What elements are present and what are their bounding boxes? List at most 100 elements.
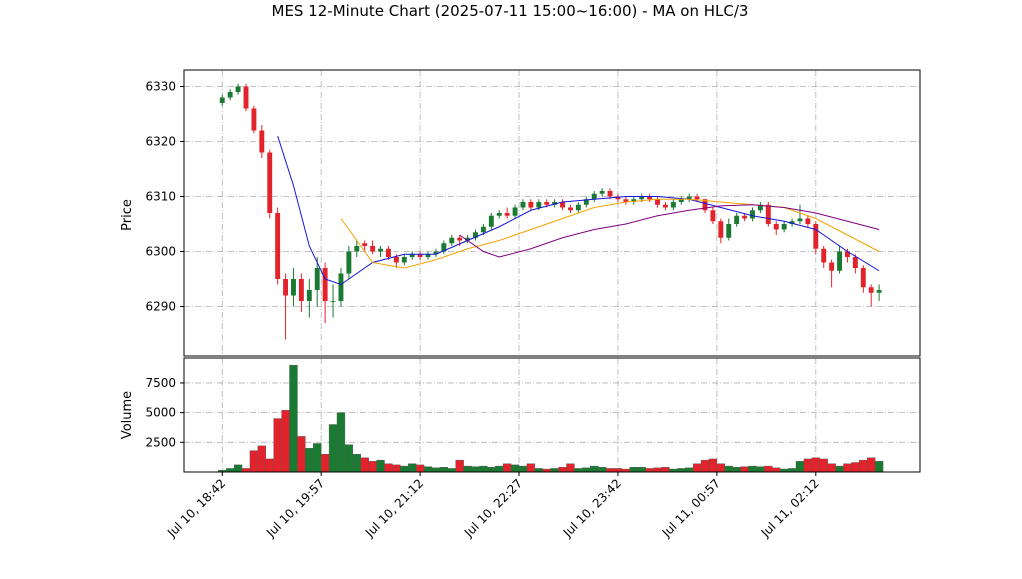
- candle-body: [275, 213, 281, 279]
- candle-body: [267, 152, 273, 213]
- candle-body: [504, 213, 510, 216]
- candle-body: [306, 290, 312, 301]
- volume-bar: [732, 467, 741, 473]
- candle-body: [425, 254, 431, 257]
- volume-bar: [281, 410, 290, 473]
- volume-bar: [874, 461, 884, 473]
- candle-body: [465, 237, 471, 241]
- candle-body: [726, 224, 732, 238]
- volume-bar: [597, 467, 607, 473]
- candle-body: [789, 221, 795, 224]
- candle-body: [662, 204, 668, 208]
- candle-body: [845, 251, 850, 257]
- x-tick-label: Jul 11, 00:57: [659, 476, 723, 540]
- volume-bar: [534, 468, 543, 473]
- candle-body: [694, 196, 700, 200]
- volume-bar: [265, 458, 274, 473]
- volume-bar: [708, 458, 718, 473]
- volume-bar: [590, 465, 599, 473]
- candle-body: [362, 243, 368, 246]
- volume-bar: [843, 463, 852, 473]
- volume-bar: [495, 465, 504, 473]
- volume-bar: [289, 364, 298, 473]
- candle-body: [821, 248, 827, 263]
- candle-body: [797, 218, 803, 222]
- volume-bar: [827, 463, 836, 473]
- volume-bar: [249, 450, 259, 473]
- candle-body: [409, 254, 415, 257]
- volume-bar: [566, 463, 575, 473]
- candle-body: [639, 196, 645, 200]
- volume-bar: [471, 466, 480, 473]
- volume-tick-label: 5000: [145, 406, 176, 420]
- y-tick-label: 6290: [145, 300, 176, 314]
- ma-line: [340, 198, 880, 269]
- volume-bar: [803, 458, 813, 473]
- volume-bar: [502, 463, 512, 473]
- candle-body: [512, 207, 518, 216]
- y-axis-label: Price: [120, 199, 135, 231]
- candle-body: [251, 108, 257, 131]
- candle-body: [480, 226, 486, 233]
- candle-body: [868, 287, 874, 293]
- candle-body: [370, 246, 376, 252]
- candle-body: [457, 237, 463, 241]
- candle-body: [686, 196, 692, 200]
- volume-bar: [408, 463, 417, 473]
- candle-body: [227, 92, 233, 98]
- candle-body: [378, 248, 383, 252]
- candle-body: [496, 213, 502, 216]
- volume-bar: [431, 467, 441, 473]
- volume-bar: [661, 467, 670, 473]
- volume-bar: [233, 464, 243, 473]
- candle-body: [813, 224, 819, 249]
- volume-bar: [851, 462, 860, 473]
- candle-body: [219, 97, 225, 103]
- volume-bar: [629, 467, 638, 473]
- volume-bar: [716, 463, 725, 473]
- candle-body: [607, 191, 613, 197]
- y-tick-label: 6320: [145, 135, 176, 149]
- candle-body: [647, 196, 653, 200]
- x-tick-label: Jul 10, 21:12: [362, 476, 426, 540]
- volume-bar: [558, 467, 567, 473]
- chart-title: MES 12-Minute Chart (2025-07-11 15:00~16…: [272, 2, 749, 20]
- candle-body: [591, 193, 597, 200]
- volume-bar: [685, 467, 694, 473]
- volume-bar: [376, 459, 385, 473]
- candle-body: [765, 204, 771, 224]
- volume-bar: [811, 457, 820, 473]
- volume-axis-label: Volume: [120, 391, 135, 439]
- candle-body: [417, 254, 423, 257]
- volume-bar: [415, 464, 425, 473]
- candle-body: [385, 248, 391, 257]
- volume-bar: [257, 445, 266, 473]
- candle-body: [291, 279, 296, 296]
- volume-bar: [787, 468, 797, 473]
- x-tick-label: Jul 10, 23:42: [560, 476, 624, 540]
- candle-body: [283, 279, 289, 296]
- candle-body: [742, 215, 748, 219]
- candle-body: [449, 237, 455, 244]
- candle-body: [346, 251, 352, 274]
- volume-bar: [724, 465, 733, 473]
- ma-line: [459, 204, 880, 258]
- volume-bar: [574, 468, 583, 473]
- candle-body: [314, 268, 320, 290]
- volume-bar: [487, 467, 496, 473]
- volume-panel-frame: [183, 357, 921, 473]
- volume-bar: [867, 457, 876, 473]
- candle-body: [781, 224, 787, 230]
- volume-bar: [336, 412, 346, 473]
- volume-bar: [352, 453, 361, 473]
- candle-body: [710, 210, 716, 222]
- y-tick-label: 6310: [145, 190, 176, 204]
- candle-body: [393, 257, 399, 263]
- volume-bar: [344, 444, 354, 473]
- candle-body: [670, 202, 676, 208]
- price-panel-frame: [183, 69, 921, 357]
- candle-body: [599, 191, 605, 194]
- candle-body: [734, 215, 740, 224]
- candle-body: [860, 268, 866, 288]
- candle-body: [298, 279, 304, 301]
